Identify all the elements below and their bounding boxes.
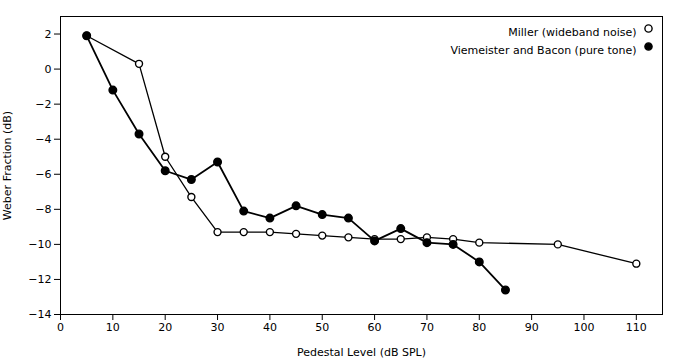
- svg-text:30: 30: [211, 321, 225, 334]
- svg-text:80: 80: [472, 321, 486, 334]
- svg-text:100: 100: [573, 321, 594, 334]
- svg-text:Weber Fraction (dB): Weber Fraction (dB): [1, 111, 14, 220]
- svg-text:−2: −2: [35, 98, 51, 111]
- svg-text:60: 60: [368, 321, 382, 334]
- svg-text:0: 0: [45, 63, 52, 76]
- svg-text:−12: −12: [28, 273, 51, 286]
- svg-text:40: 40: [263, 321, 277, 334]
- svg-text:−4: −4: [35, 133, 51, 146]
- svg-text:0: 0: [57, 321, 64, 334]
- svg-text:Pedestal Level (dB SPL): Pedestal Level (dB SPL): [297, 346, 426, 358]
- svg-text:−6: −6: [35, 168, 51, 181]
- svg-text:Miller (wideband noise): Miller (wideband noise): [508, 26, 636, 39]
- svg-text:−8: −8: [35, 203, 51, 216]
- svg-text:110: 110: [626, 321, 647, 334]
- svg-text:Viemeister and Bacon (pure ton: Viemeister and Bacon (pure tone): [450, 44, 636, 57]
- svg-text:−14: −14: [28, 308, 51, 321]
- svg-text:10: 10: [106, 321, 120, 334]
- svg-text:50: 50: [315, 321, 329, 334]
- svg-text:20: 20: [158, 321, 172, 334]
- svg-text:−10: −10: [28, 238, 51, 251]
- svg-text:90: 90: [525, 321, 539, 334]
- svg-text:70: 70: [420, 321, 434, 334]
- svg-text:2: 2: [45, 28, 52, 41]
